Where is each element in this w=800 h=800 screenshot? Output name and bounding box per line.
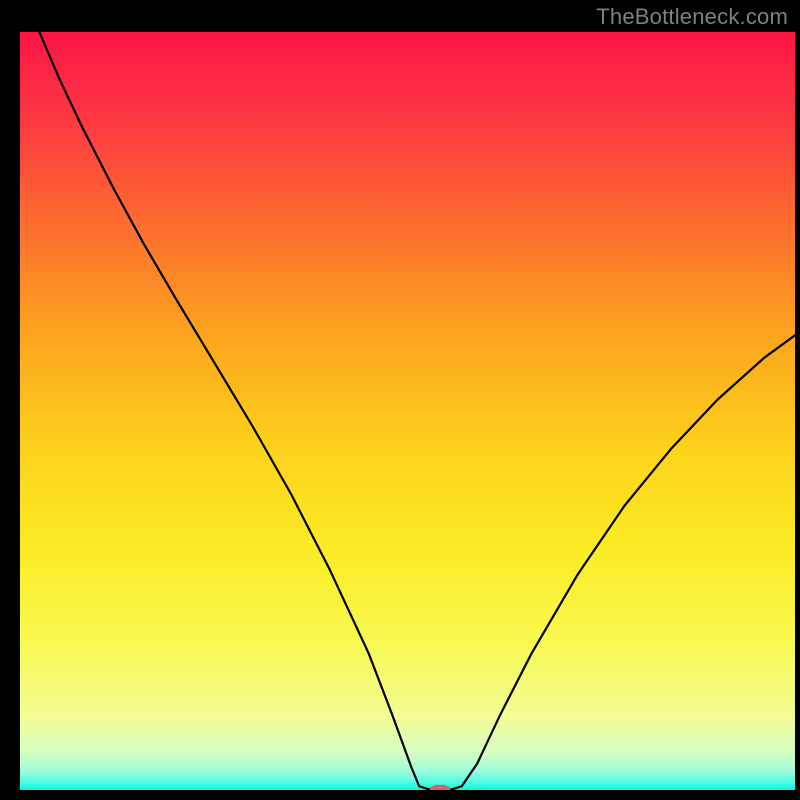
chart-svg bbox=[20, 32, 795, 790]
chart-frame: TheBottleneck.com bbox=[0, 0, 800, 800]
gradient-background bbox=[20, 32, 795, 790]
plot-area bbox=[20, 32, 795, 790]
attribution-text: TheBottleneck.com bbox=[596, 4, 788, 30]
